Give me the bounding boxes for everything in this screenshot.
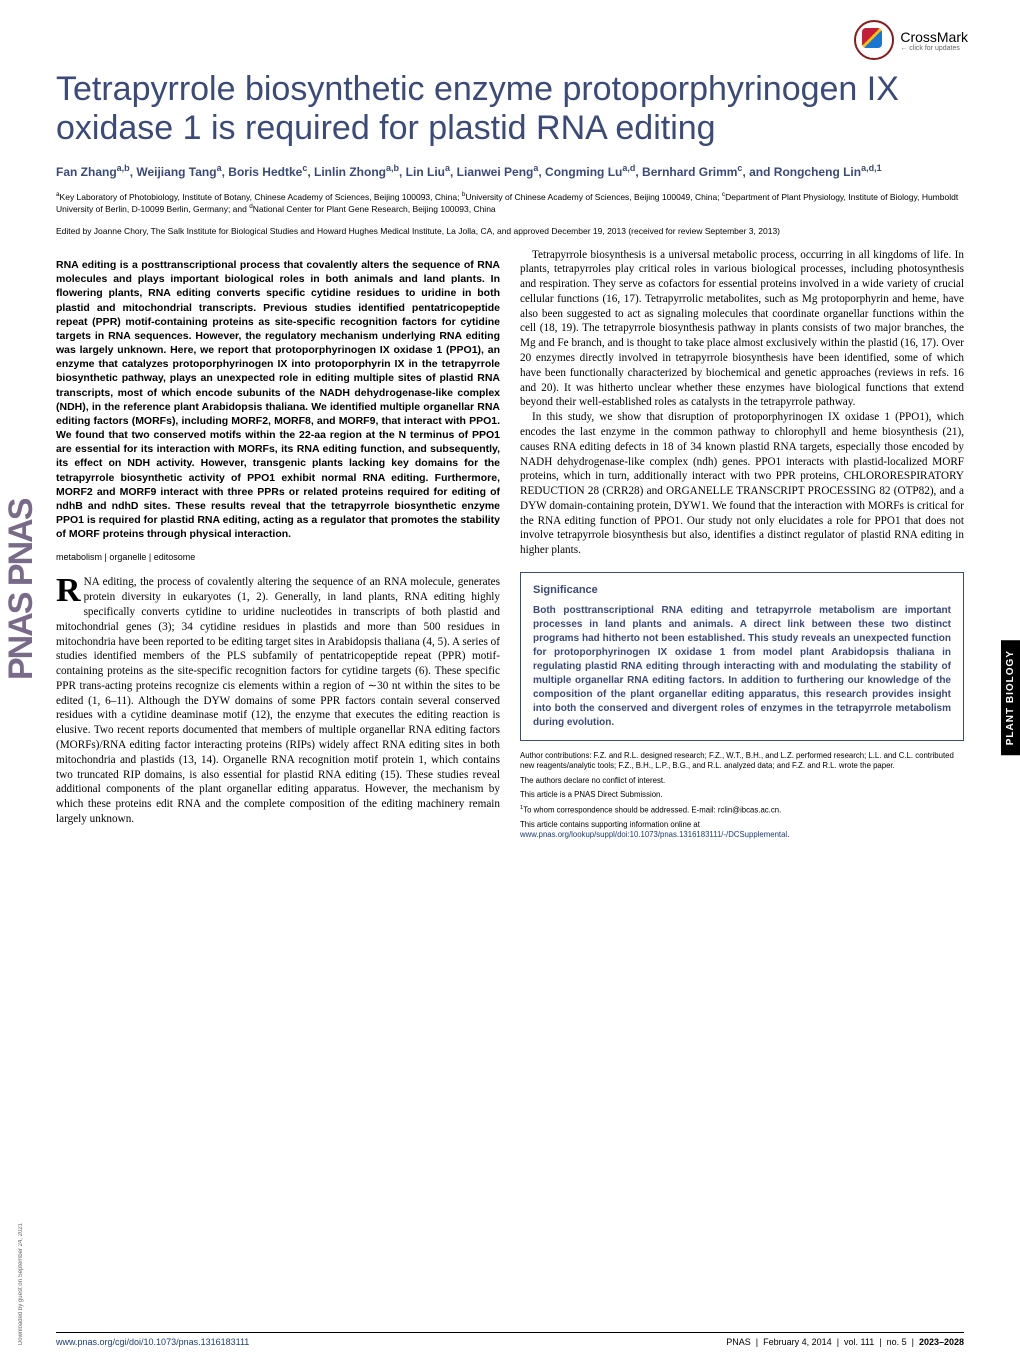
direct-submission: This article is a PNAS Direct Submission… bbox=[520, 790, 964, 801]
body-para-1-text: NA editing, the process of covalently al… bbox=[56, 576, 500, 825]
supp-pre: This article contains supporting informa… bbox=[520, 820, 700, 829]
page-footer: www.pnas.org/cgi/doi/10.1073/pnas.131618… bbox=[56, 1332, 964, 1347]
conflict-statement: The authors declare no conflict of inter… bbox=[520, 776, 964, 787]
crossmark-icon bbox=[854, 20, 894, 60]
correspondence: 1To whom correspondence should be addres… bbox=[520, 805, 964, 816]
footer-no: no. 5 bbox=[887, 1337, 907, 1347]
footnotes: Author contributions: F.Z. and R.L. desi… bbox=[520, 751, 964, 841]
supplemental: This article contains supporting informa… bbox=[520, 820, 964, 841]
footer-pages: 2023–2028 bbox=[919, 1337, 964, 1347]
journal-sidebar: PNAS PNAS Downloaded by guest on Septemb… bbox=[0, 0, 36, 1365]
author-list: Fan Zhanga,b, Weijiang Tanga, Boris Hedt… bbox=[56, 162, 964, 181]
footer-doi[interactable]: www.pnas.org/cgi/doi/10.1073/pnas.131618… bbox=[56, 1337, 249, 1347]
crossmark-sublabel: ← click for updates bbox=[900, 45, 968, 52]
significance-box: Significance Both posttranscriptional RN… bbox=[520, 572, 964, 741]
pnas-logo: PNAS PNAS bbox=[2, 280, 34, 680]
crossmark-label: CrossMark bbox=[900, 29, 968, 45]
download-note: Downloaded by guest on September 24, 202… bbox=[18, 1223, 24, 1345]
footer-date: February 4, 2014 bbox=[763, 1337, 832, 1347]
two-column-body: RNA editing is a posttranscriptional pro… bbox=[56, 248, 964, 845]
corr-text: To whom correspondence should be address… bbox=[523, 805, 781, 814]
body-para-2: Tetrapyrrole biosynthesis is a universal… bbox=[520, 248, 964, 411]
dropcap: R bbox=[56, 575, 84, 606]
supp-post: . bbox=[787, 830, 789, 839]
category-tab: PLANT BIOLOGY bbox=[1001, 640, 1020, 755]
edited-by: Edited by Joanne Chory, The Salk Institu… bbox=[56, 226, 964, 236]
affiliations: aKey Laboratory of Photobiology, Institu… bbox=[56, 191, 964, 216]
supplemental-link[interactable]: www.pnas.org/lookup/suppl/doi:10.1073/pn… bbox=[520, 830, 787, 839]
article-title: Tetrapyrrole biosynthetic enzyme protopo… bbox=[56, 70, 964, 148]
significance-text: Both posttranscriptional RNA editing and… bbox=[533, 604, 951, 730]
right-column: Tetrapyrrole biosynthesis is a universal… bbox=[520, 248, 964, 845]
footer-vol: vol. 111 bbox=[844, 1337, 874, 1347]
article-content: Tetrapyrrole biosynthetic enzyme protopo… bbox=[56, 70, 964, 845]
footer-citation: PNAS | February 4, 2014 | vol. 111 | no.… bbox=[726, 1337, 964, 1347]
author-contributions: Author contributions: F.Z. and R.L. desi… bbox=[520, 751, 964, 772]
body-para-3: In this study, we show that disruption o… bbox=[520, 410, 964, 558]
crossmark-badge[interactable]: CrossMark ← click for updates bbox=[854, 20, 968, 60]
abstract: RNA editing is a posttranscriptional pro… bbox=[56, 258, 500, 541]
keywords: metabolism | organelle | editosome bbox=[56, 552, 500, 564]
footer-journal: PNAS bbox=[726, 1337, 751, 1347]
body-para-1: RNA editing, the process of covalently a… bbox=[56, 575, 500, 826]
left-column: RNA editing is a posttranscriptional pro… bbox=[56, 248, 500, 845]
significance-heading: Significance bbox=[533, 583, 951, 598]
